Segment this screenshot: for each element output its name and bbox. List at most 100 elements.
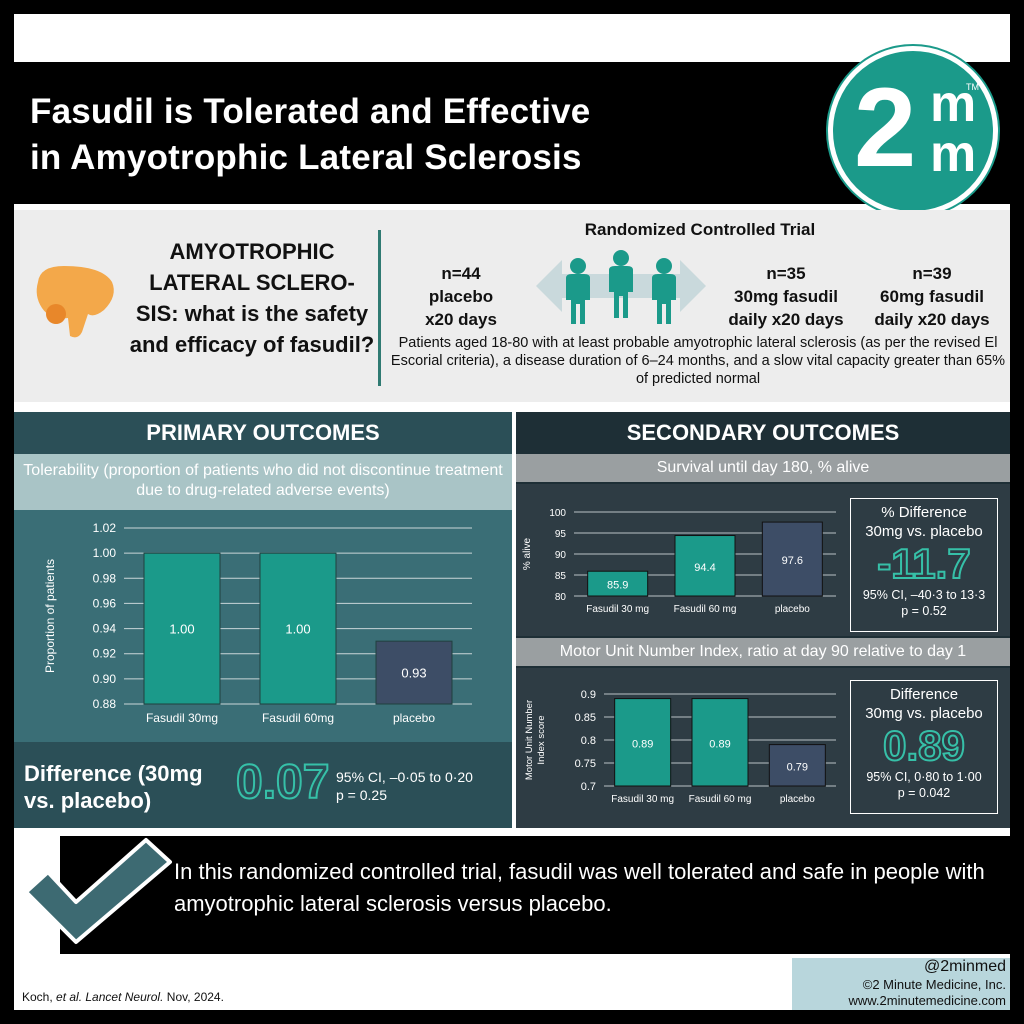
arm-desc: 60mg fasudil [880, 287, 984, 306]
bar [674, 535, 736, 597]
bar-value-label: 1.00 [169, 622, 194, 637]
x-category-label: Fasudil 60 mg [689, 794, 752, 805]
rct-title: Randomized Controlled Trial [584, 220, 816, 239]
randomization-people-icon [536, 250, 706, 324]
logo-letter-bottom: m [930, 125, 977, 183]
y-tick-label: 85 [555, 571, 567, 582]
y-axis-label: % alive [522, 537, 533, 570]
bar [587, 570, 649, 597]
x-category-label: Fasudil 60mg [262, 711, 334, 725]
diff-box-title: % Difference [881, 504, 967, 521]
y-tick-label: 0.90 [93, 672, 117, 686]
bar [761, 521, 823, 597]
x-category-label: Fasudil 30 mg [611, 794, 674, 805]
research-question: AMYOTROPHIC LATERAL SCLERO-SIS: what is … [129, 239, 375, 357]
checkmark-icon [24, 838, 172, 944]
primary-difference-value: 0.07 [235, 755, 330, 810]
munix-title: Motor Unit Number Index, ratio at day 90… [516, 638, 1010, 666]
primary-ci: 95% CI, –0·05 to 0·20 [336, 769, 473, 785]
y-axis-label: Motor Unit Number [524, 700, 535, 780]
munix-panel [516, 668, 1010, 828]
diff-box-comparison: 30mg vs. placebo [865, 705, 983, 722]
x-category-label: Fasudil 30mg [146, 711, 218, 725]
y-tick-label: 80 [555, 592, 567, 603]
primary-ci-block: 95% CI, –0·05 to 0·20 p = 0.25 [336, 768, 473, 804]
study-design-panel [14, 210, 1010, 402]
arm-desc: 30mg fasudil [734, 287, 838, 306]
citation-author: Koch, [22, 990, 57, 1004]
y-tick-label: 0.98 [93, 571, 117, 585]
bar-value-label: 0.89 [632, 738, 653, 750]
munix-difference-value: 0.89 [882, 722, 966, 770]
tolerability-chart: 0.88 0.90 0.92 0.94 0.96 0.98 1.00 1.02 1.00 Fasu… [43, 521, 472, 725]
y-tick-label: 0.88 [93, 697, 117, 711]
primary-difference-panel [14, 742, 512, 828]
citation-journal: et al. Lancet Neurol. [56, 990, 164, 1004]
bar-value-label: 0.93 [401, 666, 426, 681]
arm-desc: placebo [428, 287, 494, 306]
primary-difference-label: Difference (30mg vs. placebo) [24, 761, 203, 813]
y-tick-label: 100 [549, 508, 566, 519]
bar-value-label: 0.89 [709, 738, 730, 750]
arm-n: n=44 [441, 264, 481, 283]
y-tick-label: 0.96 [93, 596, 117, 610]
bar [375, 640, 453, 705]
tolerability-title: Tolerability (proportion of patients who… [14, 454, 512, 510]
brand-copyright: ©2 Minute Medicine, Inc. [862, 977, 1006, 992]
munix-p-value: p = 0.042 [897, 786, 951, 800]
survival-difference-box: % Difference 30mg vs. placebo -11.7 95% … [850, 498, 998, 632]
logo-digit: 2 [854, 65, 917, 190]
logo-letter-top: m [930, 75, 977, 133]
survival-ci: 95% CI, –40·3 to 13·3 [862, 588, 986, 602]
arm-duration: x20 days [425, 310, 497, 329]
x-category-label: Fasudil 30 mg [586, 604, 649, 615]
page-title-line2: in Amyotrophic Lateral Sclerosis [30, 138, 582, 177]
y-tick-label: 90 [555, 550, 567, 561]
y-tick-label: 0.8 [581, 735, 596, 747]
primary-p-value: p = 0.25 [336, 787, 387, 803]
bar-value-label: 94.4 [694, 562, 715, 574]
inclusion-criteria: Patients aged 18-80 with at least probab… [390, 335, 1006, 387]
y-tick-label: 0.9 [581, 689, 596, 701]
fasudil-30mg-arm: n=35 30mg fasudil daily x20 days [714, 262, 858, 331]
brand-handle: @2minmed [923, 958, 1006, 975]
bar [768, 744, 826, 787]
x-category-label: placebo [393, 711, 435, 725]
logo-trademark: TM [966, 82, 979, 92]
survival-p-value: p = 0.52 [901, 604, 947, 618]
bar [691, 698, 749, 787]
brand-url[interactable]: www.2minutemedicine.com [848, 993, 1006, 1008]
diff-box-comparison: 30mg vs. placebo [865, 523, 983, 540]
survival-difference-value: -11.7 [876, 540, 971, 588]
y-tick-label: 1.02 [93, 521, 117, 535]
brand-footer [792, 958, 1010, 1010]
y-axis-label: Index score [536, 715, 547, 764]
x-category-label: placebo [775, 604, 810, 615]
bar [614, 698, 672, 787]
brain-icon [36, 266, 114, 338]
x-category-label: Fasudil 60 mg [674, 604, 737, 615]
bar [259, 552, 337, 705]
page-title-line1: Fasudil is Tolerated and Effective [30, 92, 591, 131]
placebo-arm: n=44 placebo x20 days [414, 262, 508, 331]
y-tick-label: 0.75 [575, 758, 596, 770]
survival-title: Survival until day 180, % alive [516, 454, 1010, 482]
munix-ci: 95% CI, 0·80 to 1·00 [866, 770, 982, 784]
arm-duration: daily x20 days [728, 310, 844, 329]
arm-duration: daily x20 days [874, 310, 990, 329]
munix-difference-box: Difference 30mg vs. placebo 0.89 95% CI,… [850, 680, 998, 814]
munix-chart: 0.7 0.75 0.8 0.85 0.9 0.89 Fasudil 30 mg 0.89 Fa… [524, 689, 836, 805]
citation-date: Nov, 2024. [163, 990, 224, 1004]
bar [143, 552, 221, 705]
y-tick-label: 1.00 [93, 546, 117, 560]
survival-chart: 80 85 90 95 100 85.9 Fasudil 30 mg 94.4 Fasudil … [522, 508, 836, 615]
y-tick-label: 0.7 [581, 781, 596, 793]
fasudil-60mg-arm: n=39 60mg fasudil daily x20 days [862, 262, 1002, 331]
arm-n: n=35 [766, 264, 806, 283]
conclusion-text: In this randomized controlled trial, fas… [174, 859, 985, 916]
conclusion-bar [60, 836, 1010, 954]
bar-value-label: 0.79 [787, 761, 808, 773]
arm-n: n=39 [912, 264, 952, 283]
y-tick-label: 0.94 [93, 622, 117, 636]
bar-value-label: 97.6 [782, 555, 803, 567]
